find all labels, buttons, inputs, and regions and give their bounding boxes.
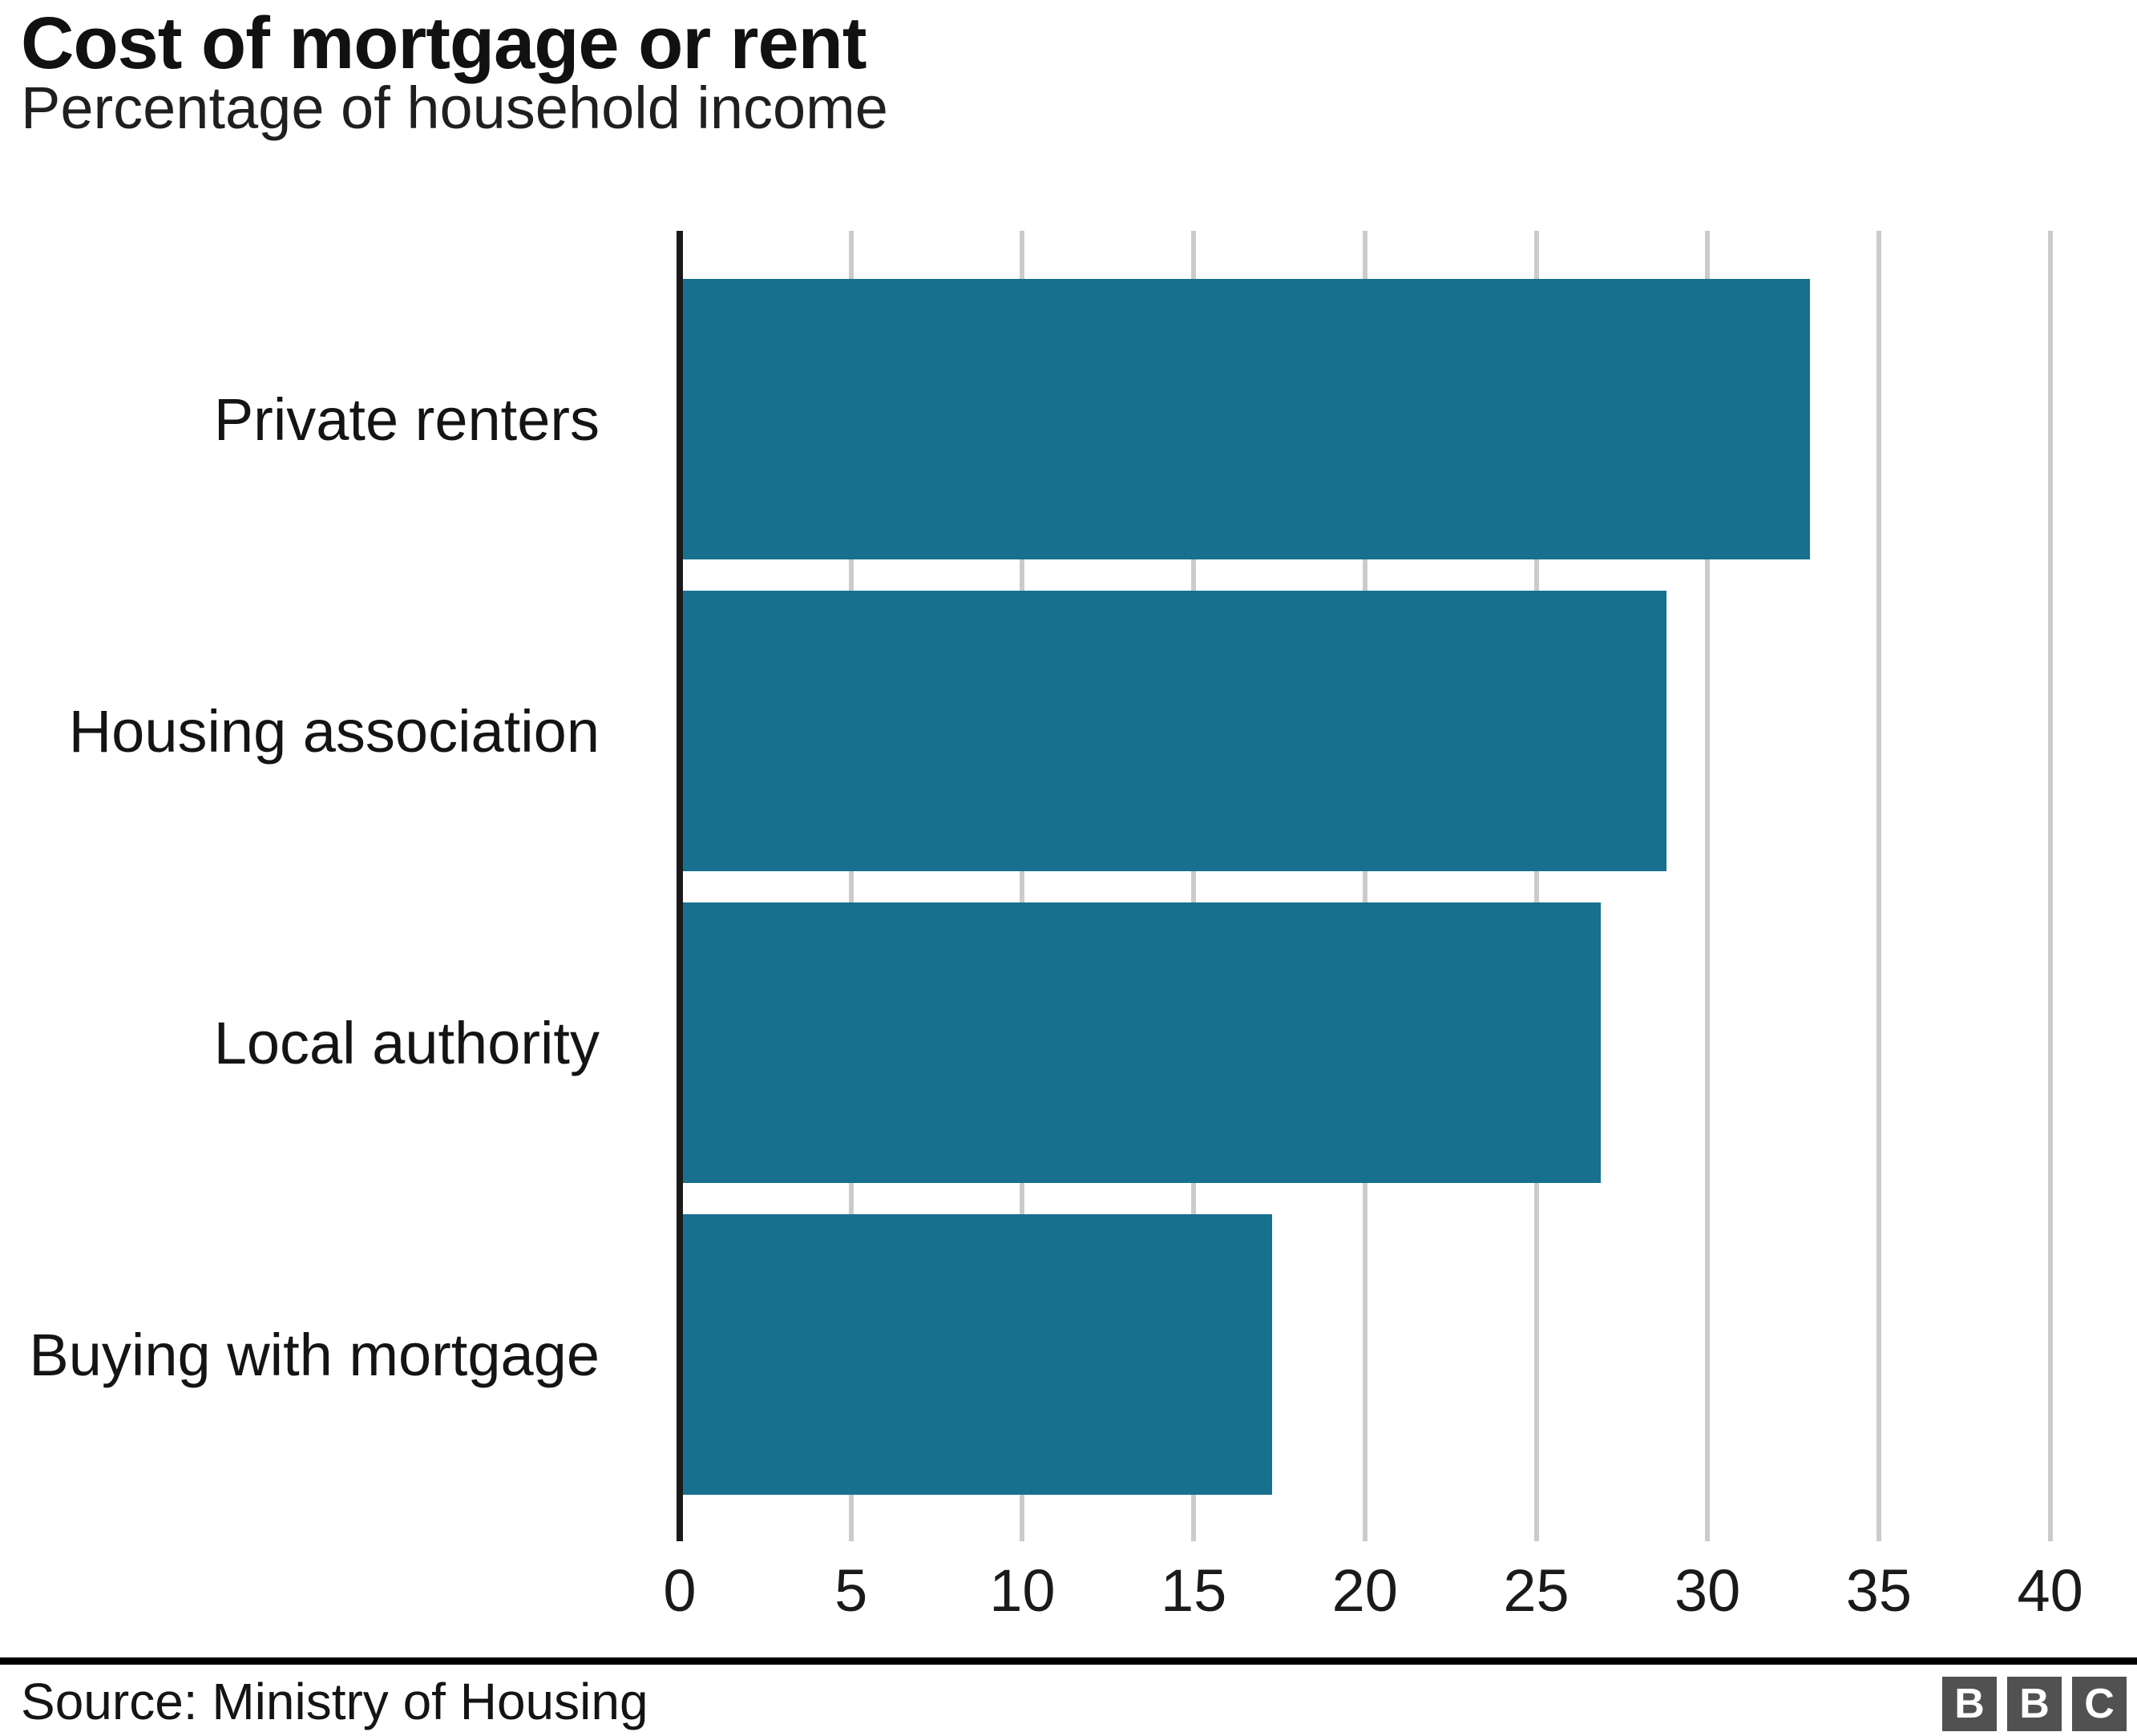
page-subtitle: Percentage of household income (21, 75, 888, 141)
bar (683, 1214, 1272, 1495)
bar (683, 902, 1601, 1183)
page-title: Cost of mortgage or rent (21, 2, 867, 84)
bar (683, 591, 1666, 871)
gridline (2047, 231, 2053, 1541)
gridline (848, 231, 854, 1541)
x-tick-label: 5 (834, 1557, 868, 1624)
source-text: Source: Ministry of Housing (21, 1673, 648, 1730)
x-tick-label: 30 (1674, 1557, 1741, 1624)
y-axis-line (677, 231, 683, 1541)
x-tick-label: 40 (2017, 1557, 2083, 1624)
x-tick-label: 25 (1503, 1557, 1569, 1624)
gridline (1876, 231, 1881, 1541)
x-tick-label: 35 (1845, 1557, 1913, 1624)
bar-category-label: Private renters (213, 386, 600, 453)
bbc-logo-letter-box: C (2072, 1677, 2127, 1731)
gridline (1705, 231, 1711, 1541)
gridline (1191, 231, 1197, 1541)
x-tick-label: 0 (663, 1557, 697, 1624)
bbc-logo-letter-box: B (2007, 1677, 2062, 1731)
bar-category-label: Buying with mortgage (29, 1321, 600, 1388)
bar (683, 279, 1810, 559)
bbc-logo-letter-box: B (1942, 1677, 1997, 1731)
gridline (1020, 231, 1025, 1541)
x-tick-label: 10 (989, 1557, 1056, 1624)
footer-divider (0, 1657, 2137, 1665)
bar-category-label: Housing association (68, 697, 600, 765)
bar-category-label: Local authority (213, 1009, 600, 1076)
x-tick-label: 20 (1331, 1557, 1398, 1624)
gridline (1533, 231, 1539, 1541)
x-tick-label: 15 (1160, 1557, 1227, 1624)
gridline (1362, 231, 1367, 1541)
